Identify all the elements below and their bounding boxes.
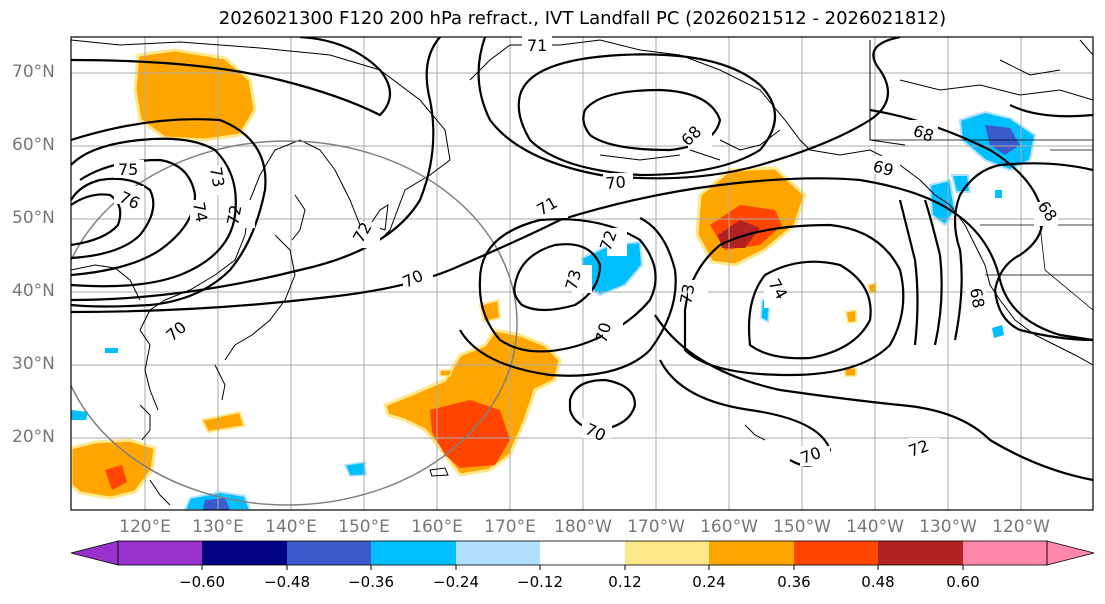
colorbar-tick-label: −0.36: [348, 573, 394, 591]
lon-label: 120°E: [119, 517, 171, 537]
lat-label: 60°N: [12, 135, 55, 155]
colorbar-swatch: [1046, 540, 1095, 566]
colorbar-swatch: [794, 541, 878, 565]
colorbar-swatch: [963, 541, 1047, 565]
lat-label: 40°N: [12, 281, 55, 301]
colorbar-swatch: [878, 541, 963, 565]
colorbar-tick-label: −0.60: [179, 573, 225, 591]
lon-label: 140°W: [846, 517, 904, 537]
colorbar-tick-label: −0.12: [517, 573, 563, 591]
lon-label: 130°E: [192, 517, 244, 537]
contour-label: 72: [223, 203, 245, 226]
contour-label: 73: [676, 282, 698, 305]
contour-label: 75: [118, 160, 138, 179]
colorbar-tick-label: 0.36: [777, 573, 811, 591]
contour-label: 73: [206, 165, 228, 188]
colorbar-tick-label: −0.48: [264, 573, 310, 591]
lon-label: 140°E: [265, 517, 317, 537]
contour-label: 70: [592, 320, 616, 345]
lon-label: 170°E: [484, 517, 536, 537]
colorbar-swatch: [540, 541, 625, 565]
contour-label: 70: [605, 172, 627, 193]
colorbar-swatch: [456, 541, 540, 565]
lon-label: 160°E: [411, 517, 463, 537]
colorbar-tick-label: 0.48: [861, 573, 895, 591]
lat-label: 70°N: [12, 62, 55, 82]
lon-label: 150°W: [773, 517, 831, 537]
contour-label: 68: [966, 286, 988, 309]
coastlines: [71, 39, 1093, 506]
colorbar-swatch: [118, 541, 202, 565]
lon-label: 150°E: [338, 517, 390, 537]
colorbar-swatch: [625, 541, 709, 565]
lat-label: 30°N: [12, 354, 55, 374]
colorbar-tick-label: 0.12: [608, 573, 642, 591]
lon-label: 130°W: [919, 517, 977, 537]
contour-label-group: 71 75 76 73 74 72 72 70 71 70 72 73 70 7…: [114, 36, 1061, 468]
lat-label: 50°N: [12, 208, 55, 228]
colorbar-swatch: [287, 541, 371, 565]
contour-label: 74: [189, 200, 211, 223]
colorbar-tick-label: 0.24: [692, 573, 726, 591]
map-title: 2026021300 F120 200 hPa refract., IVT La…: [218, 8, 947, 29]
contour-label: 71: [527, 36, 547, 55]
colorbar-swatch: [371, 541, 456, 565]
colorbar-swatch: [709, 541, 794, 565]
lon-label: 170°W: [627, 517, 685, 537]
lon-label: 180°W: [554, 517, 612, 537]
colorbar-tick-label: 0.60: [946, 573, 980, 591]
colorbar-tick-label: −0.24: [433, 573, 479, 591]
contour-label: 69: [871, 157, 896, 181]
colorbar-swatch: [202, 541, 287, 565]
lat-label: 20°N: [12, 427, 55, 447]
map-frame: [70, 36, 1094, 511]
contour-label: 73: [562, 267, 586, 292]
colorbar: [70, 540, 1095, 570]
reference-circle: [71, 140, 518, 506]
colorbar-swatch: [70, 540, 119, 566]
lon-label: 120°W: [992, 517, 1050, 537]
lon-label: 160°W: [700, 517, 758, 537]
